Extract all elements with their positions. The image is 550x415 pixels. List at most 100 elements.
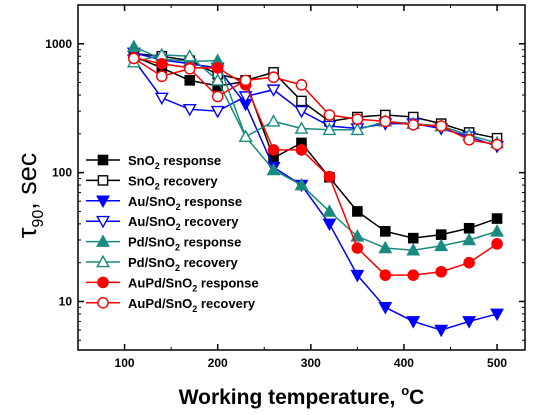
- data-point: [490, 224, 505, 237]
- series-3: [126, 47, 505, 338]
- legend-marker: [96, 254, 110, 268]
- data-point: [351, 113, 364, 125]
- data-point: [156, 57, 168, 70]
- legend-entry-2: SnO2 recovery: [86, 173, 218, 191]
- legend-label: Au/SnO2 recovery: [128, 214, 239, 232]
- data-point: [378, 240, 393, 254]
- legend-label-pre: AuPd/SnO: [128, 275, 192, 290]
- data-point: [435, 120, 447, 132]
- legend-label-sub: 2: [176, 222, 181, 232]
- legend-marker: [97, 276, 109, 289]
- data-point: [380, 226, 391, 237]
- legend-marker: [97, 296, 109, 309]
- data-point: [407, 269, 420, 281]
- data-point: [323, 109, 336, 121]
- data-point: [183, 62, 196, 75]
- data-point: [406, 316, 421, 329]
- data-point: [128, 52, 140, 65]
- data-point: [462, 232, 477, 246]
- legend-label-post: response: [160, 153, 221, 168]
- data-point: [154, 92, 169, 106]
- legend-label-pre: Au/SnO: [128, 214, 176, 229]
- legend-label: AuPd/SnO2 recovery: [128, 296, 256, 314]
- data-point: [267, 71, 280, 84]
- data-point: [463, 133, 475, 146]
- legend-label-pre: AuPd/SnO: [128, 296, 192, 311]
- data-point: [351, 242, 364, 254]
- legend-label-pre: SnO: [128, 153, 155, 168]
- x-tick-label: 300: [301, 356, 321, 370]
- legend-label-post: response: [181, 194, 242, 209]
- legend-label-post: response: [180, 235, 241, 250]
- data-point: [350, 122, 365, 136]
- data-point: [350, 269, 365, 283]
- data-point: [295, 79, 308, 91]
- data-point: [182, 104, 197, 117]
- data-point: [266, 162, 281, 176]
- plot-area: [126, 39, 505, 338]
- y-axis-title: τ90, sec: [12, 153, 47, 239]
- data-point: [238, 129, 253, 143]
- legend-label-post: response: [197, 275, 258, 290]
- legend-marker: [96, 195, 110, 208]
- data-point: [462, 316, 477, 329]
- legend-label: Au/SnO2 response: [128, 194, 242, 212]
- x-tick-label: 500: [487, 356, 507, 370]
- x-axis-title: Working temperature, oC: [179, 383, 425, 409]
- data-point: [434, 324, 449, 338]
- legend-entry-5: Pd/SnO2 response: [86, 234, 241, 253]
- legend-marker: [97, 154, 109, 166]
- data-point: [406, 242, 421, 256]
- legend-label-pre: SnO: [128, 173, 155, 188]
- legend-marker: [96, 234, 110, 247]
- data-point: [350, 229, 365, 242]
- data-point: [211, 90, 224, 103]
- legend-marker: [97, 175, 109, 186]
- legend-label-post: recovery: [197, 296, 256, 311]
- data-point: [434, 238, 449, 252]
- data-point: [156, 70, 168, 83]
- data-point: [295, 144, 308, 156]
- data-point: [266, 84, 281, 97]
- y-axis-title-symbol: τ: [12, 227, 42, 238]
- legend-label-pre: Au/SnO: [128, 194, 176, 209]
- legend-label: Pd/SnO2 recovery: [128, 255, 239, 273]
- data-point: [266, 114, 281, 127]
- data-point: [210, 73, 225, 86]
- legend-label-pre: Pd/SnO: [128, 235, 175, 250]
- data-point: [126, 39, 141, 52]
- legend-entry-3: Au/SnO2 response: [86, 194, 242, 212]
- x-axis-title-degree: o: [401, 383, 409, 398]
- data-point: [407, 119, 420, 131]
- data-point: [322, 204, 337, 217]
- data-point: [379, 115, 392, 128]
- data-point: [491, 238, 503, 250]
- legend-label: AuPd/SnO2 response: [128, 275, 259, 293]
- data-point: [463, 256, 475, 269]
- legend-label-sub: 2: [175, 263, 180, 273]
- x-tick-label: 100: [115, 356, 135, 370]
- legend-label-sub: 2: [175, 243, 180, 253]
- legend-label-post: recovery: [181, 214, 240, 229]
- legend-entry-1: SnO2 response: [86, 153, 221, 171]
- data-point: [352, 206, 363, 217]
- legend-label-sub: 2: [176, 202, 181, 212]
- legend-entry-4: Au/SnO2 recovery: [86, 214, 239, 232]
- legend-label: Pd/SnO2 response: [128, 235, 241, 253]
- data-point: [294, 121, 309, 134]
- y-axis-title-rest: , sec: [12, 153, 42, 210]
- data-point: [435, 229, 447, 240]
- x-tick-label: 400: [394, 356, 414, 370]
- x-tick-label: 200: [208, 356, 228, 370]
- data-point: [267, 144, 280, 156]
- legend-label-post: recovery: [160, 173, 219, 188]
- data-point: [182, 49, 197, 62]
- data-point: [184, 75, 196, 86]
- legend-label-sub: 2: [155, 161, 160, 171]
- legend-entry-6: Pd/SnO2 recovery: [86, 254, 239, 273]
- data-point: [296, 95, 307, 107]
- legend-entry-7: AuPd/SnO2 response: [86, 275, 259, 293]
